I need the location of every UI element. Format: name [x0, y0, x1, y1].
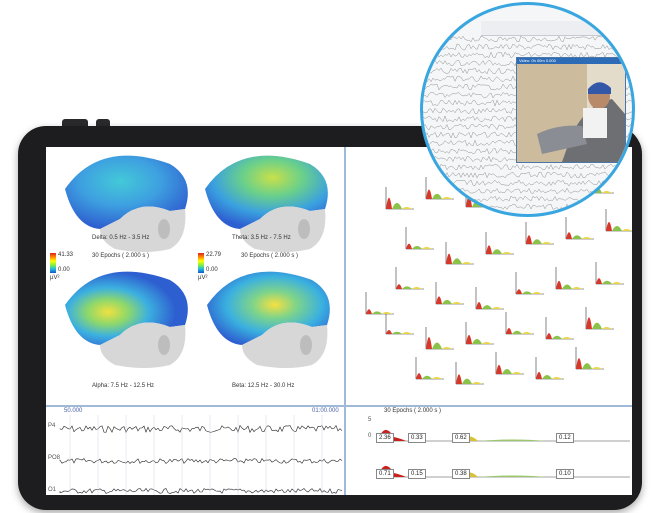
- spectrum-mini-plot: [385, 312, 414, 335]
- spectrum-mini-plot: [595, 262, 624, 285]
- zoom-eeg-trace: [423, 163, 632, 171]
- zoom-eeg-trace: [423, 171, 632, 179]
- spectrum-mini-plot: [415, 357, 444, 380]
- spectrum-summary-pane: 30 Epochs ( 2.000 s ) 5 0 2.36 0.33 0.62…: [346, 407, 632, 495]
- spectrum-value: 0.10: [556, 469, 574, 479]
- spectrum-mini-plot: [505, 312, 534, 335]
- eeg-traces: [59, 415, 343, 495]
- spectrum-mini-plot: [425, 327, 454, 350]
- spectrum-scale-top: 5: [368, 417, 372, 423]
- eeg-trace: [59, 424, 343, 434]
- mini-toolbar: [481, 21, 621, 36]
- topomap-pane: Delta: 0.5 Hz - 3.5 Hz Theta: 3.5 Hz - 7…: [46, 147, 343, 405]
- spectrum-plots: [365, 165, 632, 385]
- alpha-epochs: 30 Epochs ( 2.000 s ): [92, 253, 150, 259]
- spectrum-mini-plot: [405, 227, 434, 250]
- spectrum-mini-plot: [545, 317, 574, 340]
- spectrum-mini-plot: [515, 272, 544, 295]
- spectral-topography-pane: [346, 147, 632, 405]
- spectrum-value: 0.12: [556, 433, 574, 443]
- spectrum-mini-plot: [605, 209, 632, 232]
- tablet-top-button-1: [62, 119, 88, 126]
- spectrum-mini-plot: [435, 282, 464, 305]
- spectrum-title: 30 Epochs ( 2.000 s ): [384, 408, 442, 414]
- tablet-top-button-2: [96, 119, 110, 126]
- spectrum-value: 0.15: [408, 469, 426, 479]
- spectrum-mini-plot: [365, 292, 394, 315]
- zoom-eeg-trace: [423, 43, 632, 51]
- patient-video-image: [517, 64, 625, 162]
- alpha-scale-unit: µV²: [50, 275, 60, 281]
- spectrum-mini-plot: [465, 322, 494, 345]
- beta-scale-unit: µV²: [198, 275, 208, 281]
- spectrum-mini-plot: [565, 217, 594, 240]
- pane-divider-horizontal[interactable]: [46, 405, 632, 407]
- eeg-channel-label[interactable]: O1: [48, 487, 57, 493]
- eeg-start-time: 50.000: [64, 408, 83, 414]
- spectrum-value: 0.71: [376, 469, 394, 479]
- eeg-traces-pane: 50.000 01:00.000 P4 PO8 O1: [46, 407, 344, 495]
- topomap-delta[interactable]: [60, 149, 198, 261]
- spectrum-mini-plot: [455, 362, 484, 385]
- topomap-alpha-caption: Alpha: 7.5 Hz - 12.5 Hz: [92, 383, 155, 389]
- zoom-eeg-trace: [423, 203, 632, 211]
- colorbar-beta: [198, 253, 204, 273]
- beta-scale-max: 22.79: [206, 252, 222, 258]
- zoom-eeg-trace: [423, 51, 632, 59]
- spectrum-mini-plot: [485, 232, 514, 255]
- spectrum-mini-plot: [445, 242, 474, 265]
- spectrum-beta-band: [478, 439, 546, 441]
- spectrum-mini-plot: [575, 347, 604, 370]
- spectrum-mini-plot: [585, 307, 614, 330]
- spectrum-mini-plot: [555, 267, 584, 290]
- spectrum-value: 0.38: [452, 469, 470, 479]
- zoom-eeg-trace: [423, 187, 632, 195]
- zoom-eeg-trace: [423, 35, 632, 43]
- spectrum-value: 2.36: [376, 433, 394, 443]
- pane-divider-vertical[interactable]: [344, 147, 346, 495]
- zoom-eeg-trace: [423, 195, 632, 203]
- eeg-channel-label[interactable]: PO8: [48, 455, 61, 461]
- beta-scale-min: 0.00: [206, 267, 218, 273]
- topomap-beta-caption: Beta: 12.5 Hz - 30.0 Hz: [232, 383, 295, 389]
- eeg-end-time: 01:00.000: [312, 408, 339, 414]
- spectrum-rows: [376, 429, 630, 478]
- zoom-inset: Video: 0h 00m 0.000: [420, 2, 635, 217]
- topomap-theta-caption: Theta: 3.5 Hz - 7.5 Hz: [232, 235, 291, 241]
- spectrum-beta-band: [478, 475, 546, 477]
- topomap-beta[interactable]: [202, 265, 340, 377]
- topomap-delta-caption: Delta: 0.5 Hz - 3.5 Hz: [92, 235, 150, 241]
- colorbar-alpha: [50, 253, 56, 273]
- spectrum-mini-plot: [385, 187, 414, 210]
- eeg-channel-label[interactable]: P4: [48, 423, 56, 429]
- spectrum-value: 0.62: [452, 433, 470, 443]
- beta-epochs: 30 Epochs ( 2.000 s ): [241, 253, 299, 259]
- spectrum-value: 0.33: [408, 433, 426, 443]
- eeg-trace: [59, 458, 343, 464]
- spectrum-mini-plot: [525, 222, 554, 245]
- topomap-alpha[interactable]: [60, 265, 198, 377]
- spectrum-scale-zero: 0: [368, 433, 372, 439]
- alpha-scale-max: 41.33: [58, 252, 74, 258]
- video-title: Video: 0h 00m 0.000: [517, 58, 625, 64]
- alpha-scale-min: 0.00: [58, 267, 70, 273]
- eeg-trace: [59, 488, 343, 494]
- video-window[interactable]: Video: 0h 00m 0.000: [516, 57, 626, 163]
- spectrum-mini-plot: [395, 267, 424, 290]
- zoom-eeg-trace: [423, 179, 632, 187]
- spectrum-mini-plot: [495, 352, 524, 375]
- spectrum-mini-plot: [475, 287, 504, 310]
- topomap-theta[interactable]: [200, 149, 338, 261]
- spectrum-mini-plot: [535, 357, 564, 380]
